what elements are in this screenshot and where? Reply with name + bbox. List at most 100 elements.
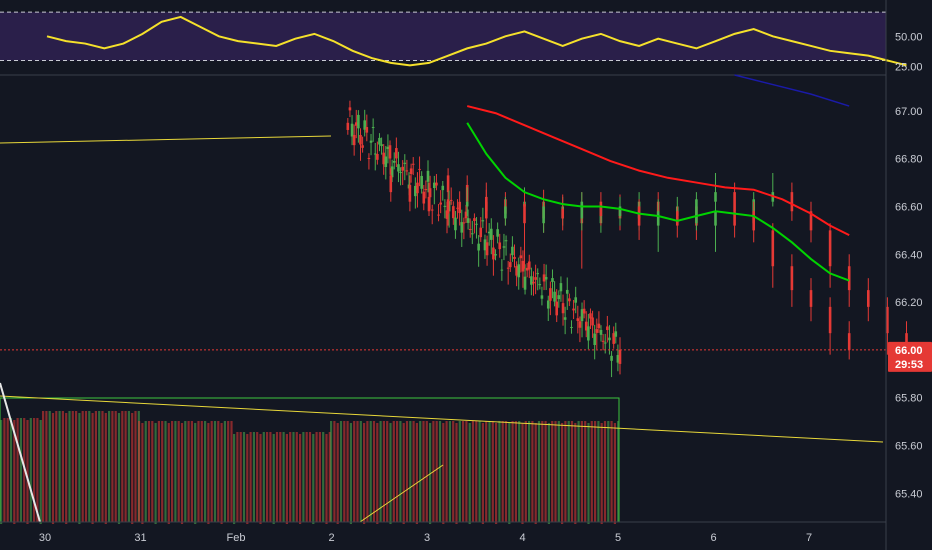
candle — [408, 175, 412, 212]
volume-bar — [194, 423, 197, 524]
candle — [363, 109, 367, 137]
time-tick-label: 5 — [615, 532, 621, 544]
candle — [446, 192, 450, 226]
volume-bar — [61, 411, 64, 522]
volume-bar — [220, 423, 223, 524]
candle — [489, 218, 493, 255]
volume-bar — [217, 421, 220, 522]
price-tick-label: 66.20 — [895, 297, 923, 309]
volume-bar — [547, 423, 550, 524]
candle — [492, 235, 495, 276]
candle — [422, 184, 426, 211]
candle — [485, 189, 488, 233]
volume-bar — [376, 423, 379, 524]
volume-bar — [356, 421, 359, 522]
volume-bar — [151, 421, 154, 522]
trend-line-white[interactable] — [0, 382, 41, 523]
candle — [540, 286, 544, 306]
candle — [418, 156, 421, 187]
candle — [390, 159, 394, 183]
rsi-tick-label: 25.00 — [895, 62, 923, 74]
trend-line-lower[interactable] — [0, 395, 884, 443]
candle — [511, 236, 514, 262]
volume-bar — [339, 421, 343, 522]
volume-bar — [55, 411, 58, 522]
volume-bar — [452, 421, 455, 522]
volume-bar — [88, 411, 91, 522]
candle — [570, 320, 573, 334]
volume-bar — [597, 421, 600, 522]
candle — [532, 271, 535, 296]
volume-bar — [584, 421, 587, 522]
volume-bar — [617, 421, 620, 522]
candle — [414, 177, 417, 209]
last-price-badge: 66.00 29:53 — [888, 341, 932, 372]
volume-bar — [285, 434, 288, 524]
candle — [498, 233, 502, 258]
volume-bar — [292, 432, 295, 522]
volume-bar — [343, 421, 346, 522]
volume-bar — [164, 421, 167, 522]
rsi-pane: 50.00 25.00 — [0, 11, 923, 74]
candle — [527, 254, 531, 279]
candle — [452, 201, 455, 225]
volume-bar — [259, 434, 262, 524]
candle — [519, 246, 523, 273]
candle — [561, 294, 565, 326]
candle — [544, 264, 548, 291]
last-price-badge-bg — [888, 341, 932, 372]
candle — [828, 223, 832, 288]
volume-bar — [197, 421, 200, 522]
candle — [612, 326, 615, 349]
candle — [538, 277, 542, 290]
volume-bar — [71, 411, 74, 522]
volume-bar — [299, 434, 302, 524]
price-tick-label: 65.80 — [895, 393, 923, 405]
volume-bar — [574, 423, 577, 524]
ema-red-line — [466, 105, 850, 237]
volume-bar — [363, 423, 366, 524]
price-tick-label: 66.80 — [895, 154, 923, 166]
volume-bar — [101, 411, 104, 522]
volume-bar — [353, 421, 356, 522]
volume-bar — [39, 420, 42, 524]
candle — [584, 311, 588, 338]
candle — [563, 306, 567, 335]
volume-bar — [177, 421, 180, 522]
volume-bar — [275, 432, 279, 522]
volume-bar — [305, 432, 308, 522]
volume-bar — [282, 432, 285, 522]
candle — [443, 199, 447, 219]
volume-bar — [239, 432, 242, 522]
volume-bar — [613, 423, 616, 524]
time-tick-label: 2 — [328, 532, 334, 544]
candle — [523, 192, 526, 269]
candle — [439, 190, 442, 214]
volume-bar — [104, 413, 107, 524]
candle — [420, 171, 423, 194]
volume-bar — [312, 434, 315, 524]
volume-bar — [78, 413, 81, 524]
volume-bar — [36, 418, 39, 522]
candle — [714, 199, 717, 252]
volume-bar — [190, 421, 193, 522]
candle — [365, 114, 369, 142]
trend-line-rising[interactable] — [359, 464, 444, 523]
candle — [599, 325, 603, 342]
trend-line-upper[interactable] — [0, 135, 332, 144]
candlesticks — [346, 100, 908, 378]
volume-bar — [210, 421, 213, 522]
candle — [597, 311, 601, 333]
candle — [468, 218, 472, 238]
volume-bar — [207, 423, 210, 524]
volume-bar — [295, 432, 298, 522]
volume-bar — [26, 420, 29, 524]
candle — [656, 199, 660, 252]
volume-bar — [308, 432, 312, 522]
candle — [477, 235, 480, 267]
candle — [517, 257, 521, 290]
candle — [523, 264, 527, 295]
candle — [378, 133, 381, 152]
candle — [616, 344, 620, 372]
